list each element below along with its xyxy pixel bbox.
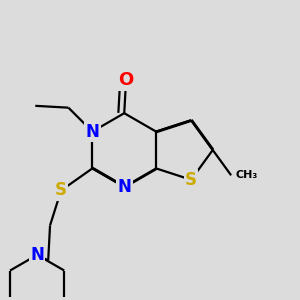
Text: N: N [85,123,99,141]
Text: S: S [55,182,67,200]
Text: S: S [185,171,197,189]
Text: CH₃: CH₃ [236,170,258,180]
Text: N: N [30,246,44,264]
Text: N: N [117,178,131,196]
Text: O: O [118,71,134,89]
